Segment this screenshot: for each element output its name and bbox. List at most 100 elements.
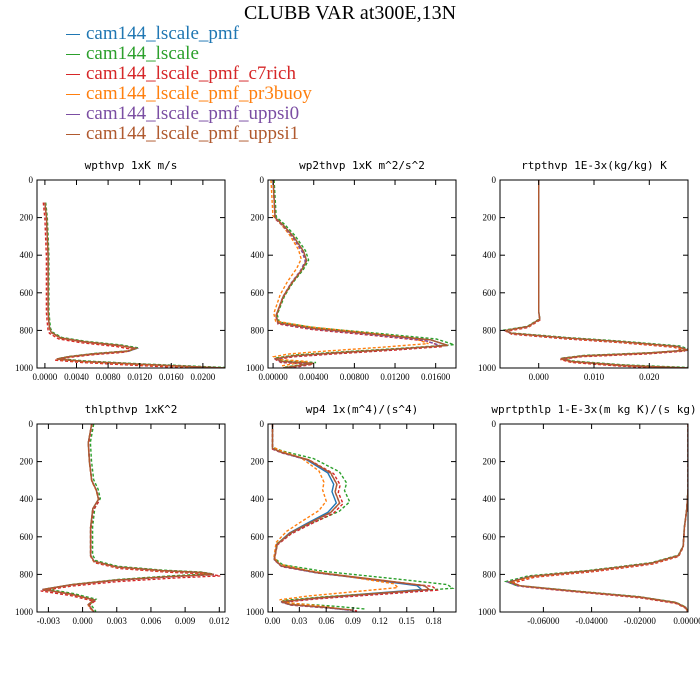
panel-frame: [36, 423, 226, 613]
x-tick-label: 0.06: [318, 616, 334, 626]
panel-title: wp2thvp 1xK m^2/s^2: [299, 159, 425, 172]
series-line: [509, 424, 688, 612]
series-line: [503, 424, 688, 612]
legend-label: cam144_lscale_pmf_uppsi1: [86, 123, 300, 144]
y-tick-label: 200: [251, 457, 265, 467]
x-tick-label: 0.006: [141, 616, 162, 626]
panel-title: wprtpthlp 1-E-3x(m kg K)/(s kg): [491, 403, 696, 416]
legend-line: [66, 114, 80, 116]
series-line: [40, 424, 221, 612]
series-line: [505, 424, 688, 612]
series-group: [271, 424, 455, 612]
y-tick-label: 400: [20, 494, 34, 504]
y-tick-label: 1000: [246, 607, 265, 617]
x-tick-label: -0.003: [37, 616, 61, 626]
y-tick-label: 600: [20, 532, 34, 542]
y-tick-label: 400: [251, 494, 265, 504]
series-group: [40, 424, 221, 612]
x-tick-label: 0.009: [175, 616, 196, 626]
y-tick-label: 800: [483, 569, 497, 579]
x-tick-label: 0.00: [265, 616, 281, 626]
y-tick-label: 400: [483, 250, 497, 260]
series-group: [502, 180, 688, 368]
legend-line: [66, 74, 80, 76]
series-line: [503, 180, 688, 368]
y-tick-label: 0: [492, 175, 497, 185]
series-line: [44, 202, 224, 368]
panel-frame: [267, 423, 457, 613]
y-tick-label: 1000: [246, 363, 265, 373]
series-group: [270, 180, 455, 368]
series-line: [272, 180, 442, 368]
panel-title: wp4 1x(m^4)/(s^4): [306, 403, 419, 416]
x-tick-label: 0.012: [209, 616, 229, 626]
y-tick-label: 200: [251, 213, 265, 223]
x-tick-label: 0.09: [345, 616, 361, 626]
series-line: [271, 424, 431, 611]
legend-label: cam144_lscale_pmf_pr3buoy: [86, 83, 312, 104]
series-line: [271, 424, 439, 612]
series-line: [45, 202, 225, 368]
y-tick-label: 0: [29, 419, 34, 429]
x-tick-label: 0.0120: [127, 372, 152, 382]
y-tick-label: 1000: [478, 607, 497, 617]
legend-line: [66, 34, 80, 36]
series-line: [510, 424, 688, 612]
panel: wprtpthlp 1-E-3x(m kg K)/(s kg) 0 200 400 60…: [478, 403, 700, 626]
y-tick-label: 600: [483, 532, 497, 542]
series-line: [507, 424, 688, 612]
series-line: [42, 424, 213, 612]
series-line: [44, 202, 225, 368]
y-tick-label: 800: [251, 325, 265, 335]
y-tick-label: 600: [20, 288, 34, 298]
y-tick-label: 1000: [478, 363, 497, 373]
y-tick-label: 0: [260, 175, 265, 185]
legend-line: [66, 134, 80, 136]
x-tick-label: 0.01600: [421, 372, 451, 382]
x-tick-label: 0.0000: [33, 372, 58, 382]
panel-title: wpthvp 1xK m/s: [85, 159, 178, 172]
x-tick-label: 0.03: [291, 616, 307, 626]
y-tick-label: 0: [492, 419, 497, 429]
legend-label: cam144_lscale_pmf_c7rich: [86, 63, 296, 84]
series-line: [271, 424, 400, 609]
y-tick-label: 0: [260, 419, 265, 429]
panel-frame: [267, 179, 457, 369]
series-group: [42, 202, 225, 368]
x-tick-label: 0.0080: [96, 372, 121, 382]
x-tick-label: 0.00400: [299, 372, 329, 382]
legend: cam144_lscale_pmf cam144_lscale cam144_l…: [66, 24, 312, 144]
y-tick-label: 1000: [15, 363, 34, 373]
series-line: [271, 424, 455, 610]
panel-frame: [499, 423, 689, 613]
legend-item: cam144_lscale: [66, 44, 312, 64]
x-tick-label: 0.0040: [64, 372, 89, 382]
panel: wp2thvp 1xK m^2/s^2020040060080010000.00…: [246, 159, 457, 382]
x-tick-label: 0.00000: [258, 372, 288, 382]
y-tick-label: 200: [483, 213, 497, 223]
y-tick-label: 600: [483, 288, 497, 298]
y-tick-label: 800: [20, 569, 34, 579]
legend-label: cam144_lscale_pmf: [86, 23, 240, 44]
legend-line: [66, 94, 80, 96]
x-tick-label: 0.020: [639, 372, 660, 382]
y-tick-label: 400: [251, 250, 265, 260]
legend-item: cam144_lscale_pmf_c7rich: [66, 64, 312, 84]
x-tick-label: 0.12: [372, 616, 388, 626]
y-tick-label: 600: [251, 288, 265, 298]
legend-label: cam144_lscale_pmf_uppsi0: [86, 103, 300, 124]
series-line: [42, 424, 214, 612]
panel: thlpthvp 1xK^2 0 200 400 600 800 1000-0.003 0.0…: [15, 403, 229, 626]
y-tick-label: 800: [251, 569, 265, 579]
y-tick-label: 1000: [15, 607, 34, 617]
panel: rtpthvp 1E-3x(kg/kg) K 0 200 400 600 800 1000 0…: [478, 159, 689, 382]
x-tick-label: 0.15: [399, 616, 415, 626]
x-tick-label: 0.01200: [380, 372, 410, 382]
x-tick-label: 0.0200: [191, 372, 216, 382]
x-tick-label: 0.00800: [340, 372, 370, 382]
x-tick-label: 0.010: [584, 372, 605, 382]
legend-line: [66, 54, 80, 56]
